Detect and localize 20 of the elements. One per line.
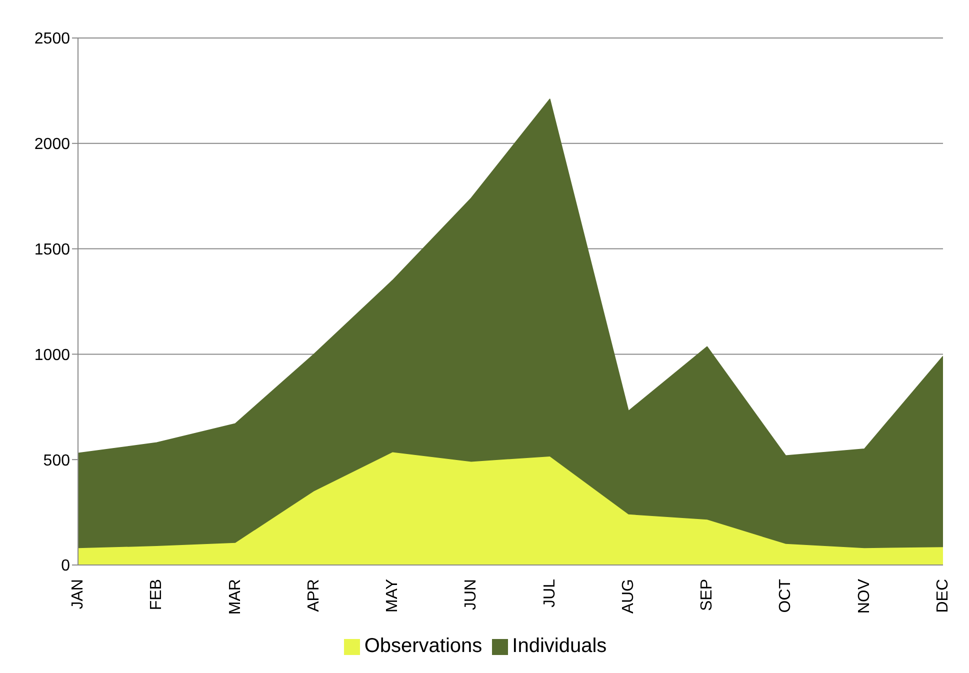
- legend-label: Individuals: [512, 635, 607, 657]
- y-tick-label: 1500: [34, 241, 70, 258]
- legend-label: Observations: [364, 635, 482, 657]
- x-tick-label: SEP: [698, 579, 716, 612]
- y-tick-label: 500: [43, 452, 70, 470]
- x-tick-label: MAY: [384, 578, 402, 612]
- x-tick-label: JAN: [70, 579, 86, 610]
- x-tick-label: OCT: [777, 578, 794, 613]
- y-tick-label: 1000: [34, 346, 70, 364]
- x-tick-label: NOV: [856, 578, 873, 614]
- x-tick-label: MAR: [226, 579, 244, 615]
- y-tick-label: 2500: [34, 30, 70, 48]
- x-tick-label: JUL: [541, 578, 558, 608]
- x-tick-label: FEB: [148, 579, 166, 610]
- x-tick-label: DEC: [934, 579, 952, 613]
- x-tick-label: APR: [305, 579, 322, 612]
- y-tick-label: 2000: [34, 136, 70, 154]
- y-tick-label: 0: [61, 558, 70, 575]
- x-tick-label: AUG: [620, 579, 637, 614]
- x-tick-label: JUN: [462, 579, 480, 610]
